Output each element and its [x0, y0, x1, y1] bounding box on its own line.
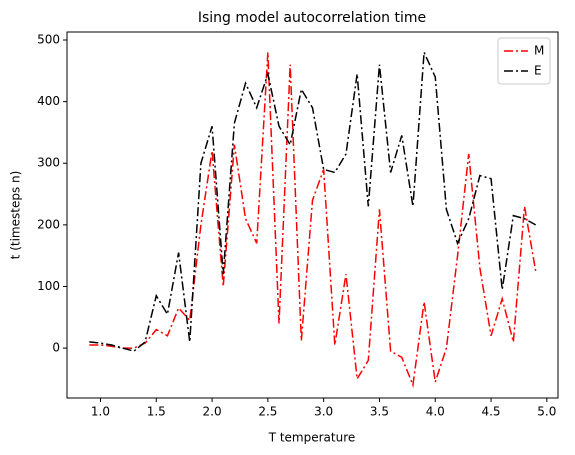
x-axis-label: T temperature: [268, 431, 356, 445]
line-series: [89, 52, 537, 352]
chart-title: Ising model autocorrelation time: [198, 10, 426, 26]
legend-label: E: [534, 64, 542, 78]
x-tick-label: 2.5: [258, 405, 277, 419]
x-tick-label: 1.0: [91, 405, 110, 419]
line-series: [89, 52, 537, 388]
y-tick-label: 200: [37, 217, 60, 231]
x-tick-label: 4.5: [481, 405, 500, 419]
x-tick-label: 4.0: [426, 405, 445, 419]
x-tick-label: 5.0: [537, 405, 556, 419]
y-tick-label: 500: [37, 33, 60, 47]
y-tick-label: 0: [52, 341, 60, 355]
x-tick-label: 2.0: [203, 405, 222, 419]
x-tick-label: 3.5: [370, 405, 389, 419]
legend-box: [497, 37, 551, 85]
y-tick-label: 400: [37, 94, 60, 108]
plot-frame: [66, 31, 559, 399]
legend-label: M: [534, 44, 544, 58]
y-tick-label: 100: [37, 279, 60, 293]
x-tick-label: 1.5: [147, 405, 166, 419]
y-tick-label: 300: [37, 156, 60, 170]
x-tick-label: 3.0: [314, 405, 333, 419]
y-axis-label: t (timesteps n): [9, 171, 23, 260]
